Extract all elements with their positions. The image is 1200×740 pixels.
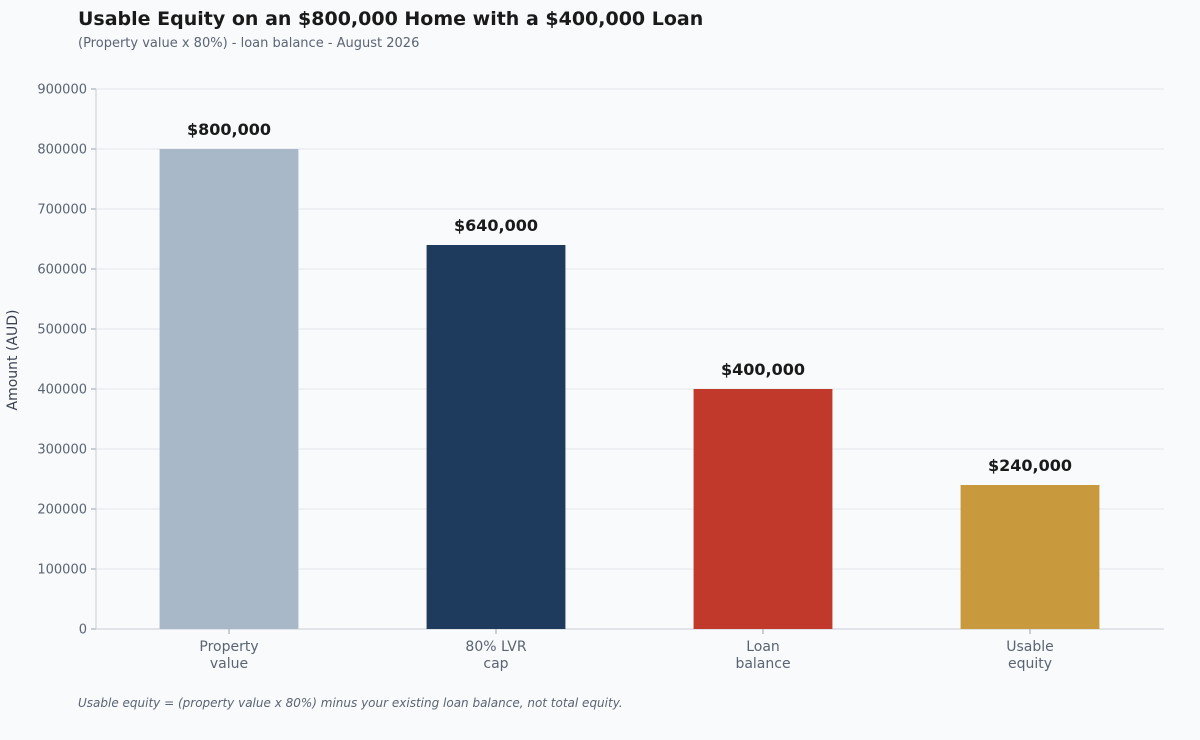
y-axis-label: Amount (AUD) — [5, 310, 21, 411]
y-tick-label: 100000 — [37, 563, 87, 578]
x-tick-label: 80% LVR — [465, 639, 526, 655]
x-tick-label: Usable — [1006, 639, 1054, 655]
bar — [426, 245, 566, 629]
data-label: $400,000 — [721, 360, 805, 379]
x-tick-label: balance — [735, 656, 790, 672]
chart-footnote: Usable equity = (property value x 80%) m… — [78, 696, 623, 710]
y-tick-label: 400000 — [37, 383, 87, 398]
chart-title: Usable Equity on an $800,000 Home with a… — [78, 8, 704, 30]
y-tick-label: 0 — [79, 623, 87, 638]
bar — [693, 389, 833, 629]
x-tick-label: Property — [199, 639, 258, 655]
x-tick-label: equity — [1008, 656, 1052, 672]
data-label: $240,000 — [988, 456, 1072, 475]
x-tick-label: value — [210, 656, 248, 672]
y-tick-label: 700000 — [37, 203, 87, 218]
x-tick-label: Loan — [746, 639, 780, 655]
y-tick-label: 500000 — [37, 323, 87, 338]
bar-layer — [159, 149, 1100, 629]
bar — [960, 485, 1100, 629]
y-tick-label: 900000 — [37, 83, 87, 98]
y-tick-label: 300000 — [37, 443, 87, 458]
y-tick-label: 200000 — [37, 503, 87, 518]
bar — [159, 149, 299, 629]
data-label: $640,000 — [454, 216, 538, 235]
y-tick-label: 800000 — [37, 143, 87, 158]
chart-subtitle: (Property value x 80%) - loan balance - … — [78, 36, 420, 51]
x-tick-label: cap — [483, 656, 508, 672]
y-tick-label: 600000 — [37, 263, 87, 278]
data-label: $800,000 — [187, 120, 271, 139]
